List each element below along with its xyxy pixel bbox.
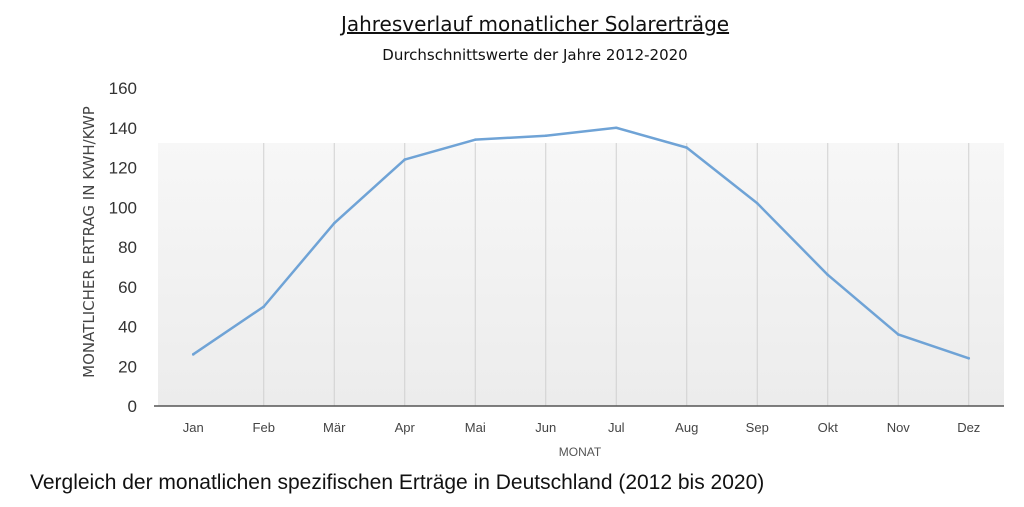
plot-background (158, 143, 1004, 406)
data-point (896, 333, 900, 336)
data-point (685, 146, 689, 149)
data-point (332, 221, 336, 225)
x-tick-label: Nov (887, 420, 911, 435)
y-tick-label: 100 (109, 198, 137, 217)
series-line (192, 126, 970, 360)
x-tick-label: Jan (183, 420, 204, 435)
y-tick-label: 20 (118, 357, 137, 376)
x-tick-label: Jun (535, 420, 556, 435)
y-axis-title: MONATLICHER ERTRAG IN KWH/KWP (80, 106, 98, 378)
x-tick-label: Sep (746, 420, 769, 435)
x-tick-label: Mai (465, 420, 486, 435)
y-tick-label: 120 (109, 159, 137, 178)
x-axis-title: MONAT (559, 445, 602, 459)
y-tick-label: 80 (118, 238, 137, 257)
chart-title: Jahresverlauf monatlicher Solarerträge (339, 12, 729, 36)
y-tick-label: 0 (128, 397, 137, 416)
x-tick-label: Okt (818, 420, 839, 435)
x-tick-label: Apr (395, 420, 416, 435)
data-point (403, 158, 407, 161)
data-point (967, 357, 971, 360)
data-point (614, 126, 618, 130)
data-point (826, 273, 830, 277)
x-tick-label: Jul (608, 420, 625, 435)
chart-subtitle: Durchschnittswerte der Jahre 2012-2020 (382, 46, 687, 64)
figure-caption: Vergleich der monatlichen spezifischen E… (30, 471, 765, 494)
line-chart: 0 20 40 60 80 100 120 140 160 Jan Feb Mär Apr Mai Jun J… (80, 12, 1004, 459)
x-tick-label: Feb (253, 420, 275, 435)
x-tick-label: Aug (675, 420, 698, 435)
y-tick-label: 140 (109, 119, 137, 138)
data-point (755, 201, 759, 205)
x-tick-label: Mär (323, 420, 346, 435)
x-tick-label: Dez (957, 420, 980, 435)
y-tick-label: 160 (109, 79, 137, 98)
data-point (191, 353, 195, 356)
y-tick-label: 60 (118, 278, 137, 297)
y-tick-label: 40 (118, 318, 137, 337)
data-point (544, 134, 548, 137)
data-point (262, 305, 266, 308)
data-point (473, 138, 477, 141)
